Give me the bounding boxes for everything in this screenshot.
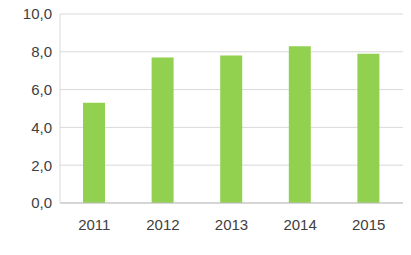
- svg-text:10,0: 10,0: [23, 5, 52, 22]
- svg-text:2013: 2013: [215, 216, 248, 233]
- svg-text:2015: 2015: [352, 216, 385, 233]
- svg-text:2,0: 2,0: [31, 157, 52, 174]
- svg-text:0,0: 0,0: [31, 194, 52, 211]
- svg-text:2011: 2011: [78, 216, 110, 233]
- svg-text:4,0: 4,0: [31, 119, 52, 136]
- svg-text:6,0: 6,0: [31, 81, 52, 98]
- svg-text:2014: 2014: [283, 216, 316, 233]
- svg-text:2012: 2012: [146, 216, 179, 233]
- svg-text:8,0: 8,0: [31, 43, 52, 60]
